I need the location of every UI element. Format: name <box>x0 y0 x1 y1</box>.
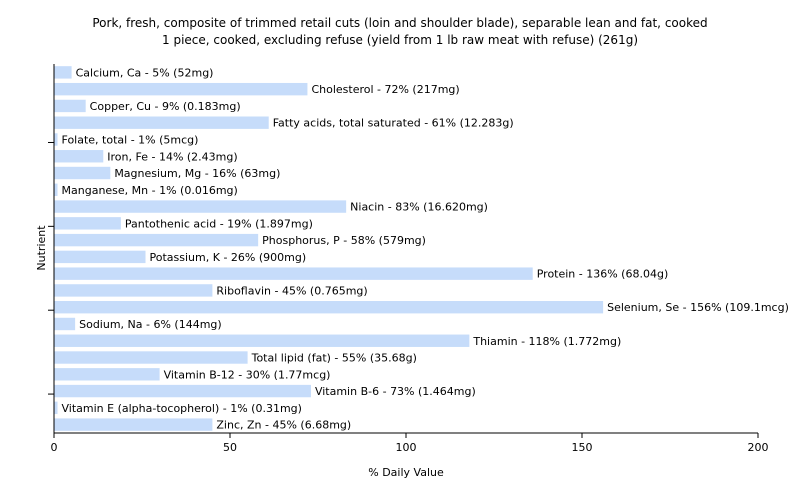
bar-9 <box>54 217 121 230</box>
bar-3 <box>54 116 269 129</box>
bar-0 <box>54 66 72 79</box>
bar-label-7: Manganese, Mn - 1% (0.016mg) <box>62 184 238 197</box>
bar-12 <box>54 267 533 280</box>
bar-5 <box>54 150 104 163</box>
axes: 0 50 100 150 200 <box>48 64 769 454</box>
bar-label-4: Folate, total - 1% (5mcg) <box>62 133 199 146</box>
bar-label-6: Magnesium, Mg - 16% (63mg) <box>114 167 280 180</box>
bar-2 <box>54 99 86 113</box>
bar-13 <box>54 284 213 297</box>
bar-label-19: Vitamin B-6 - 73% (1.464mg) <box>315 385 476 398</box>
bar-17 <box>54 351 248 364</box>
bar-1 <box>54 82 308 96</box>
chart-title: Pork, fresh, composite of trimmed retail… <box>92 16 707 30</box>
bar-19 <box>54 384 311 398</box>
chart-subtitle: 1 piece, cooked, excluding refuse (yield… <box>162 33 638 47</box>
bar-20 <box>54 401 58 415</box>
bar-label-15: Sodium, Na - 6% (144mg) <box>79 318 222 331</box>
x-axis-title: % Daily Value <box>368 466 444 479</box>
bar-label-5: Iron, Fe - 14% (2.43mg) <box>107 150 237 163</box>
bar-7 <box>54 183 58 196</box>
x-tick-label-4: 200 <box>748 441 769 454</box>
bar-label-21: Zinc, Zn - 45% (6.68mg) <box>216 419 351 432</box>
bar-label-9: Pantothenic acid - 19% (1.897mg) <box>125 217 313 230</box>
bar-label-1: Cholesterol - 72% (217mg) <box>311 83 459 96</box>
bar-8 <box>54 200 347 213</box>
bar-label-10: Phosphorus, P - 58% (579mg) <box>262 234 426 247</box>
bar-label-20: Vitamin E (alpha-tocopherol) - 1% (0.31m… <box>62 402 302 415</box>
bar-6 <box>54 166 111 180</box>
bar-18 <box>54 368 160 381</box>
x-tick-label-1: 50 <box>223 441 237 454</box>
bar-11 <box>54 250 146 264</box>
bar-label-18: Vitamin B-12 - 30% (1.77mcg) <box>164 368 331 381</box>
bar-label-2: Copper, Cu - 9% (0.183mg) <box>90 100 241 113</box>
bar-15 <box>54 317 76 331</box>
bar-label-12: Protein - 136% (68.04g) <box>537 268 669 281</box>
bar-4 <box>54 133 58 146</box>
bar-label-3: Fatty acids, total saturated - 61% (12.2… <box>273 117 514 130</box>
bar-21 <box>54 418 213 431</box>
bar-label-8: Niacin - 83% (16.620mg) <box>350 201 488 214</box>
bar-16 <box>54 334 470 347</box>
bar-10 <box>54 233 259 247</box>
x-tick-label-2: 100 <box>396 441 417 454</box>
bar-label-14: Selenium, Se - 156% (109.1mcg) <box>607 301 789 314</box>
y-axis-title: Nutrient <box>35 225 48 271</box>
bar-label-17: Total lipid (fat) - 55% (35.68g) <box>251 352 417 365</box>
bar-label-16: Thiamin - 118% (1.772mg) <box>472 335 621 348</box>
bar-label-11: Potassium, K - 26% (900mg) <box>150 251 307 264</box>
bar-label-13: Riboflavin - 45% (0.765mg) <box>216 284 367 297</box>
x-tick-label-0: 0 <box>51 441 58 454</box>
bar-group: Calcium, Ca - 5% (52mg) Cholesterol - 72%… <box>54 66 789 432</box>
x-tick-label-3: 150 <box>572 441 593 454</box>
bar-label-0: Calcium, Ca - 5% (52mg) <box>76 66 214 79</box>
bar-14 <box>54 301 604 314</box>
